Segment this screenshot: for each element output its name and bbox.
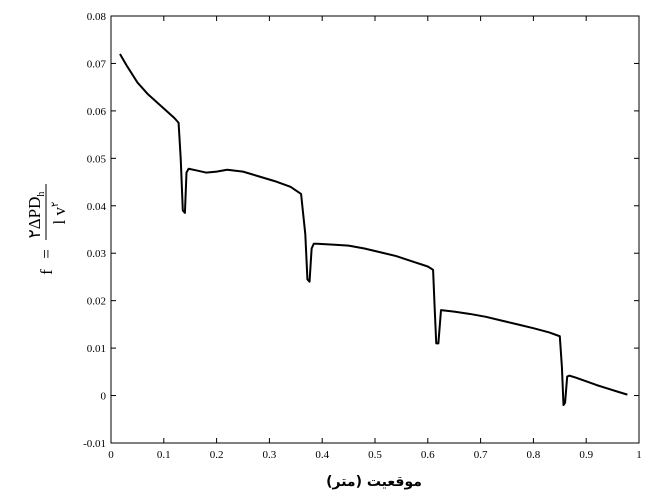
- x-tick-label: 0.6: [421, 449, 435, 461]
- y-tick-label: 0.02: [87, 296, 106, 308]
- y-tick-label: 0.04: [87, 201, 107, 213]
- y-tick-label: 0: [101, 391, 107, 403]
- y-label-lhs: f: [37, 269, 56, 275]
- y-tick-label: -0.01: [83, 438, 106, 450]
- y-tick-label: 0.06: [87, 106, 107, 118]
- x-tick-label: 0: [108, 449, 114, 461]
- tick-marks: [110, 15, 640, 444]
- y-tick-label: 0.01: [87, 343, 106, 355]
- x-tick-label: 0.4: [315, 449, 329, 461]
- numerator-subscript: h: [36, 192, 47, 197]
- y-label-denominator: l v۲: [50, 202, 69, 225]
- y-tick-label: 0.07: [87, 58, 107, 70]
- denominator-main: l v: [50, 206, 69, 224]
- x-tick-label: 0.8: [527, 449, 541, 461]
- y-label-numerator: ۲ΔPDh: [25, 192, 47, 239]
- numerator-main: ۲ΔPD: [25, 197, 44, 239]
- y-axis-label: f = ۲ΔPDh l v۲: [25, 184, 69, 275]
- x-tick-label: 0.1: [157, 449, 171, 461]
- x-tick-labels: 0 0.1 0.2 0.3 0.4 0.5 0.6 0.7 0.8 0.9 1: [108, 449, 642, 461]
- y-tick-label: 0.03: [87, 248, 107, 260]
- y-tick-labels: -0.01 0 0.01 0.02 0.03 0.04 0.05 0.06 0.07 0.08: [83, 11, 106, 450]
- x-tick-label: 0.9: [579, 449, 593, 461]
- y-label-equals: =: [37, 249, 56, 259]
- x-tick-label: 0.5: [368, 449, 382, 461]
- x-tick-label: 0.7: [474, 449, 488, 461]
- denominator-superscript: ۲: [50, 202, 61, 207]
- x-tick-label: 1: [636, 449, 642, 461]
- series-line: [119, 53, 628, 407]
- y-tick-label: 0.05: [87, 153, 107, 165]
- axes-frame: [110, 15, 640, 444]
- x-axis-label: موقعیت (متر): [326, 474, 422, 490]
- x-tick-label: 0.3: [263, 449, 277, 461]
- x-tick-label: 0.2: [210, 449, 224, 461]
- plot-area: 0 0.1 0.2 0.3 0.4 0.5 0.6 0.7 0.8 0.9 1 -0.0100.01…: [83, 11, 642, 461]
- y-tick-label: 0.08: [87, 11, 107, 23]
